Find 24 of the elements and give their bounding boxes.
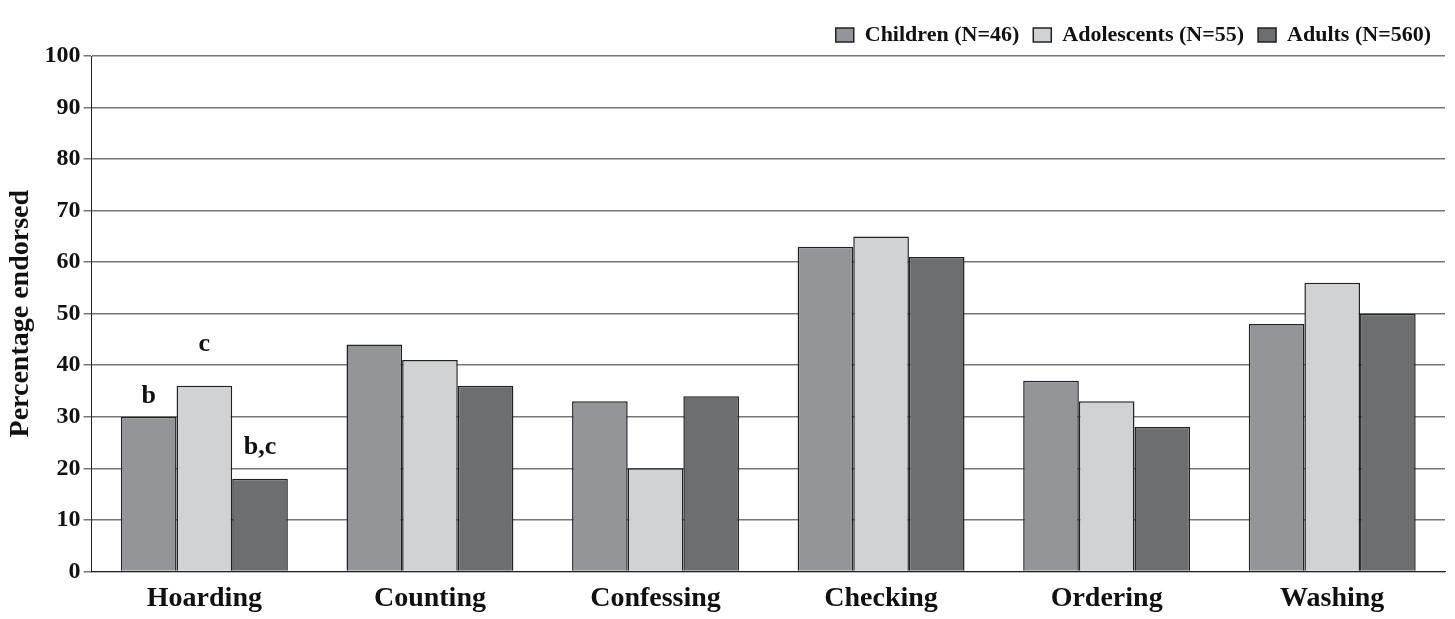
y-tick-label: 60 (56, 247, 81, 274)
y-tick-label: 100 (44, 41, 81, 68)
legend-label: Adolescents (N=55) (1062, 20, 1245, 46)
annotation: b (141, 379, 156, 409)
legend-label: Children (N=46) (864, 20, 1020, 46)
y-tick-label: 0 (68, 556, 81, 583)
x-tick-label: Ordering (1050, 581, 1163, 613)
y-tick-label: 20 (56, 453, 81, 480)
y-tick-label: 50 (56, 298, 81, 325)
x-tick-label: Washing (1280, 581, 1385, 613)
y-tick-label: 80 (56, 144, 81, 171)
y-tick-label: 40 (56, 350, 81, 377)
y-tick-label: 10 (56, 505, 81, 532)
x-tick-label: Checking (824, 581, 938, 613)
x-tick-label: Counting (373, 581, 486, 613)
y-tick-label: 30 (56, 401, 81, 428)
x-tick-label: Confessing (590, 581, 721, 613)
legend-label: Adults (N=560) (1287, 20, 1431, 46)
y-tick-label: 70 (56, 195, 81, 222)
x-tick-label: Hoarding (146, 581, 262, 613)
annotation: b,c (243, 431, 277, 461)
y-axis-title: Percentage endorsed (3, 189, 35, 438)
y-tick-label: 90 (56, 92, 81, 119)
annotation: c (198, 328, 211, 358)
